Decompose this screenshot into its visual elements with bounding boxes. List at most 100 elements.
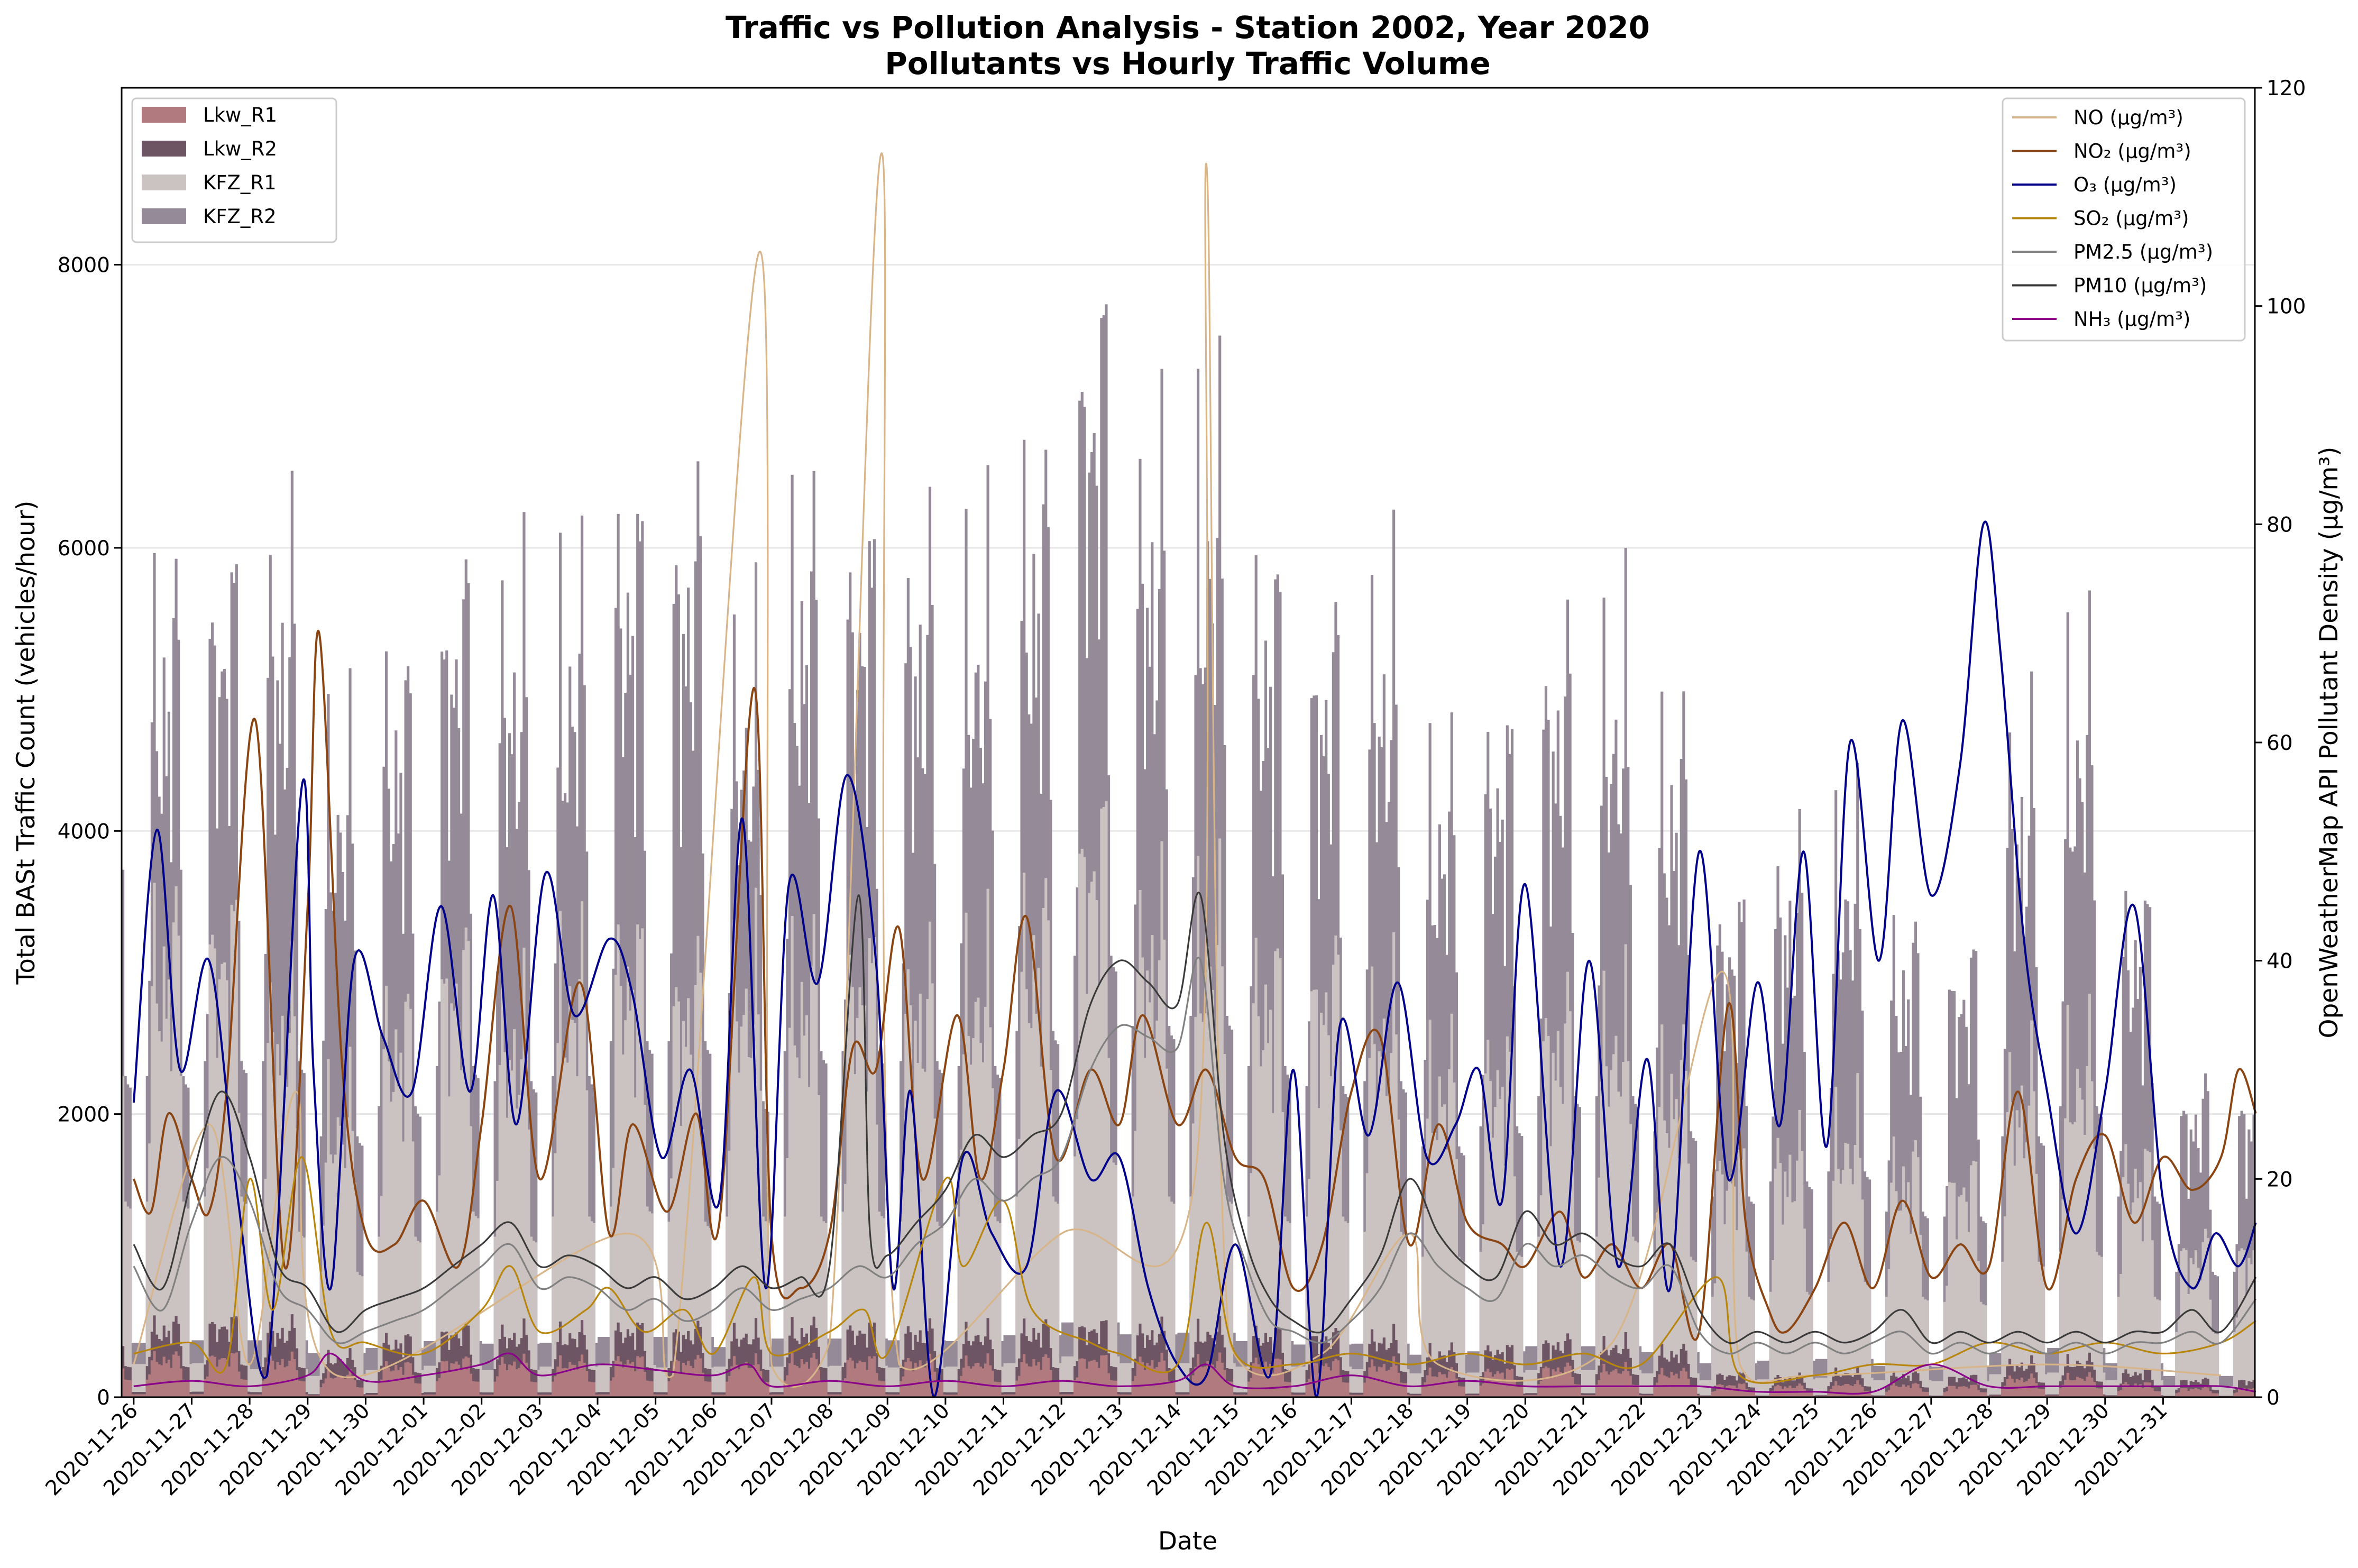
traffic-bar bbox=[293, 623, 296, 1397]
traffic-bar bbox=[1247, 1381, 1251, 1397]
traffic-bar bbox=[2120, 1390, 2123, 1397]
traffic-bar bbox=[919, 993, 922, 1397]
traffic-bar bbox=[1704, 1380, 1707, 1397]
traffic-bar bbox=[336, 1117, 340, 1397]
traffic-bar bbox=[1619, 1373, 1622, 1397]
traffic-bar bbox=[788, 1028, 792, 1397]
traffic-bar bbox=[380, 1379, 383, 1397]
traffic-bar bbox=[2008, 1052, 2012, 1397]
traffic-bar bbox=[1365, 1173, 1369, 1397]
traffic-bar bbox=[1325, 992, 1328, 1397]
traffic-bar bbox=[1769, 1291, 1772, 1397]
traffic-bar bbox=[612, 1377, 615, 1397]
traffic-bar bbox=[1237, 1367, 1241, 1397]
traffic-bar bbox=[904, 1014, 907, 1397]
traffic-bar bbox=[447, 1096, 451, 1397]
traffic-bar bbox=[805, 1362, 809, 1397]
traffic-bar bbox=[244, 1204, 248, 1397]
traffic-bar bbox=[670, 1178, 673, 1397]
traffic-bar bbox=[1858, 1158, 1861, 1397]
traffic-bar bbox=[445, 1361, 448, 1397]
traffic-bar bbox=[1885, 1297, 1888, 1397]
y2-tick-label: 40 bbox=[2267, 950, 2293, 974]
traffic-bar bbox=[1919, 1388, 1922, 1397]
traffic-bar bbox=[752, 1024, 755, 1397]
traffic-bar bbox=[641, 1356, 644, 1397]
traffic-bar bbox=[1559, 1087, 1562, 1397]
traffic-bar bbox=[2126, 1184, 2130, 1397]
traffic-bar bbox=[1286, 1382, 1289, 1397]
traffic-bar bbox=[1791, 998, 1794, 1397]
traffic-bar bbox=[1858, 1384, 1861, 1397]
traffic-bar bbox=[1986, 1381, 1990, 1397]
traffic-bar bbox=[754, 887, 758, 1397]
traffic-bar bbox=[1124, 1363, 1127, 1397]
traffic-bar bbox=[329, 1154, 333, 1397]
traffic-bar bbox=[293, 1016, 296, 1397]
traffic-bar bbox=[1264, 984, 1268, 1397]
traffic-bar bbox=[933, 1118, 937, 1397]
traffic-bar bbox=[614, 1360, 618, 1397]
traffic-bar bbox=[909, 1005, 912, 1397]
traffic-bar bbox=[1979, 1392, 1983, 1397]
traffic-bar bbox=[426, 1365, 429, 1397]
traffic-bar bbox=[177, 936, 180, 1397]
traffic-bar bbox=[1063, 1356, 1067, 1397]
traffic-bar bbox=[1808, 1294, 1811, 1397]
traffic-bar bbox=[1068, 1394, 1072, 1397]
traffic-bar bbox=[2018, 1127, 2021, 1397]
traffic-bar bbox=[522, 947, 526, 1397]
traffic-bar bbox=[1013, 1363, 1016, 1397]
traffic-bar bbox=[998, 1223, 1002, 1397]
traffic-bar bbox=[1148, 1002, 1151, 1397]
traffic-bar bbox=[1460, 1260, 1463, 1397]
legend-label-PM25: PM2.5 (µg/m³) bbox=[2073, 241, 2213, 263]
traffic-bar bbox=[1146, 970, 1149, 1397]
traffic-bar bbox=[1375, 1106, 1379, 1397]
traffic-bar bbox=[1136, 1363, 1139, 1397]
traffic-bar bbox=[447, 1371, 451, 1397]
traffic-bar bbox=[1728, 1177, 1731, 1397]
traffic-bar bbox=[339, 832, 342, 1397]
traffic-bar bbox=[1054, 1202, 1057, 1397]
traffic-bar bbox=[1441, 1106, 1444, 1397]
traffic-bar bbox=[1245, 1395, 1248, 1397]
traffic-bar bbox=[877, 1212, 881, 1397]
traffic-bar bbox=[182, 1379, 185, 1397]
traffic-bar bbox=[660, 1394, 663, 1397]
traffic-bar bbox=[312, 1376, 316, 1397]
traffic-bar bbox=[1143, 1370, 1146, 1397]
traffic-bar bbox=[1730, 1183, 1733, 1397]
traffic-bar bbox=[1854, 1384, 1857, 1397]
traffic-bar bbox=[1155, 1020, 1159, 1397]
traffic-bar bbox=[2214, 1393, 2217, 1397]
traffic-bar bbox=[1368, 1058, 1371, 1397]
traffic-bar bbox=[715, 1367, 719, 1397]
line-PM10 bbox=[133, 892, 2257, 1344]
traffic-bar bbox=[1837, 1385, 1840, 1397]
traffic-bar bbox=[491, 1370, 494, 1397]
traffic-bar bbox=[1109, 1156, 1113, 1397]
traffic-bar bbox=[2182, 1388, 2186, 1397]
traffic-bar bbox=[965, 1355, 968, 1397]
traffic-bar bbox=[264, 1375, 267, 1397]
traffic-bar bbox=[1472, 1395, 1475, 1397]
traffic-bar bbox=[1235, 1395, 1238, 1397]
legend-label-Lkw_R1: Lkw_R1 bbox=[203, 104, 277, 126]
traffic-bar bbox=[672, 1361, 675, 1397]
traffic-bar bbox=[757, 1014, 760, 1397]
traffic-bar bbox=[141, 1364, 144, 1397]
traffic-bar bbox=[1431, 1376, 1434, 1397]
traffic-bar bbox=[948, 1395, 951, 1397]
traffic-bar bbox=[1025, 989, 1028, 1397]
traffic-bar bbox=[1223, 1370, 1226, 1397]
traffic-bar bbox=[1962, 1386, 1966, 1397]
traffic-bar bbox=[854, 1074, 857, 1397]
traffic-bar bbox=[1305, 1382, 1308, 1397]
traffic-bar bbox=[1233, 1363, 1236, 1397]
traffic-bar bbox=[1656, 1212, 1659, 1397]
traffic-bar bbox=[2189, 1388, 2192, 1397]
traffic-bar bbox=[1375, 1371, 1379, 1397]
